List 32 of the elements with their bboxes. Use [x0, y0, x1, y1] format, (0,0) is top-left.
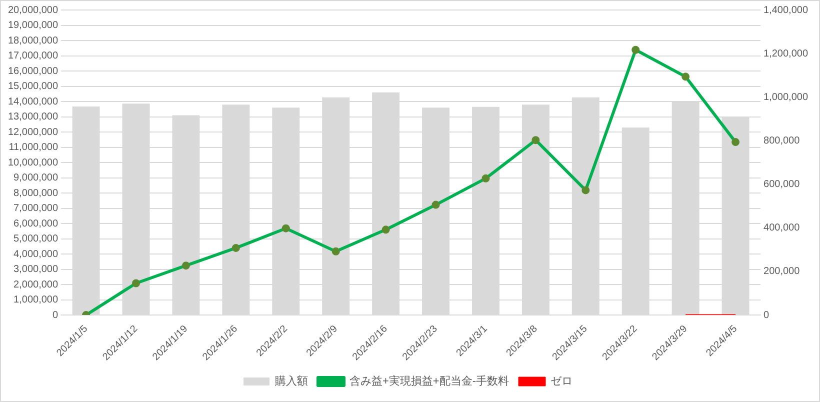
y2-tick-label: 800,000 [764, 135, 800, 146]
y2-tick-label: 0 [764, 310, 770, 321]
y2-tick-label: 1,200,000 [764, 48, 808, 60]
y2-tick-label: 600,000 [764, 179, 800, 190]
y-tick-label: 7,000,000 [14, 203, 58, 214]
y-tick-label: 20,000,000 [8, 4, 58, 16]
y-tick-label: 4,000,000 [14, 248, 58, 260]
y-tick-label: 5,000,000 [14, 234, 58, 245]
y-tick-label: 0 [52, 310, 58, 321]
y2-tick-label: 400,000 [764, 222, 800, 234]
y2-tick-label: 1,400,000 [764, 4, 808, 16]
y-tick-label: 14,000,000 [8, 96, 58, 108]
legend-label: 購入額 [274, 374, 308, 388]
y2-tick-label: 200,000 [764, 266, 800, 278]
y-tick-label: 10,000,000 [8, 157, 58, 168]
y-tick-label: 2,000,000 [14, 279, 58, 290]
y-tick-label: 19,000,000 [8, 20, 58, 32]
y-tick-label: 17,000,000 [8, 50, 58, 62]
legend-label: 含み益+実現損益+配当金-手数料 [349, 374, 510, 388]
y-tick-label: 3,000,000 [14, 264, 58, 276]
y-tick-label: 9,000,000 [14, 172, 58, 184]
y-tick-label: 12,000,000 [8, 126, 58, 138]
y2-tick-label: 1,000,000 [764, 92, 808, 103]
y-tick-label: 6,000,000 [14, 218, 58, 230]
y-tick-label: 16,000,000 [8, 66, 58, 77]
y-tick-label: 8,000,000 [14, 188, 58, 199]
y-tick-label: 15,000,000 [8, 81, 58, 92]
y-tick-label: 13,000,000 [8, 112, 58, 123]
y-tick-label: 11,000,000 [8, 142, 58, 154]
y-tick-label: 18,000,000 [8, 35, 58, 46]
legend-label: ゼロ [550, 376, 573, 388]
y-tick-label: 1,000,000 [14, 294, 58, 306]
